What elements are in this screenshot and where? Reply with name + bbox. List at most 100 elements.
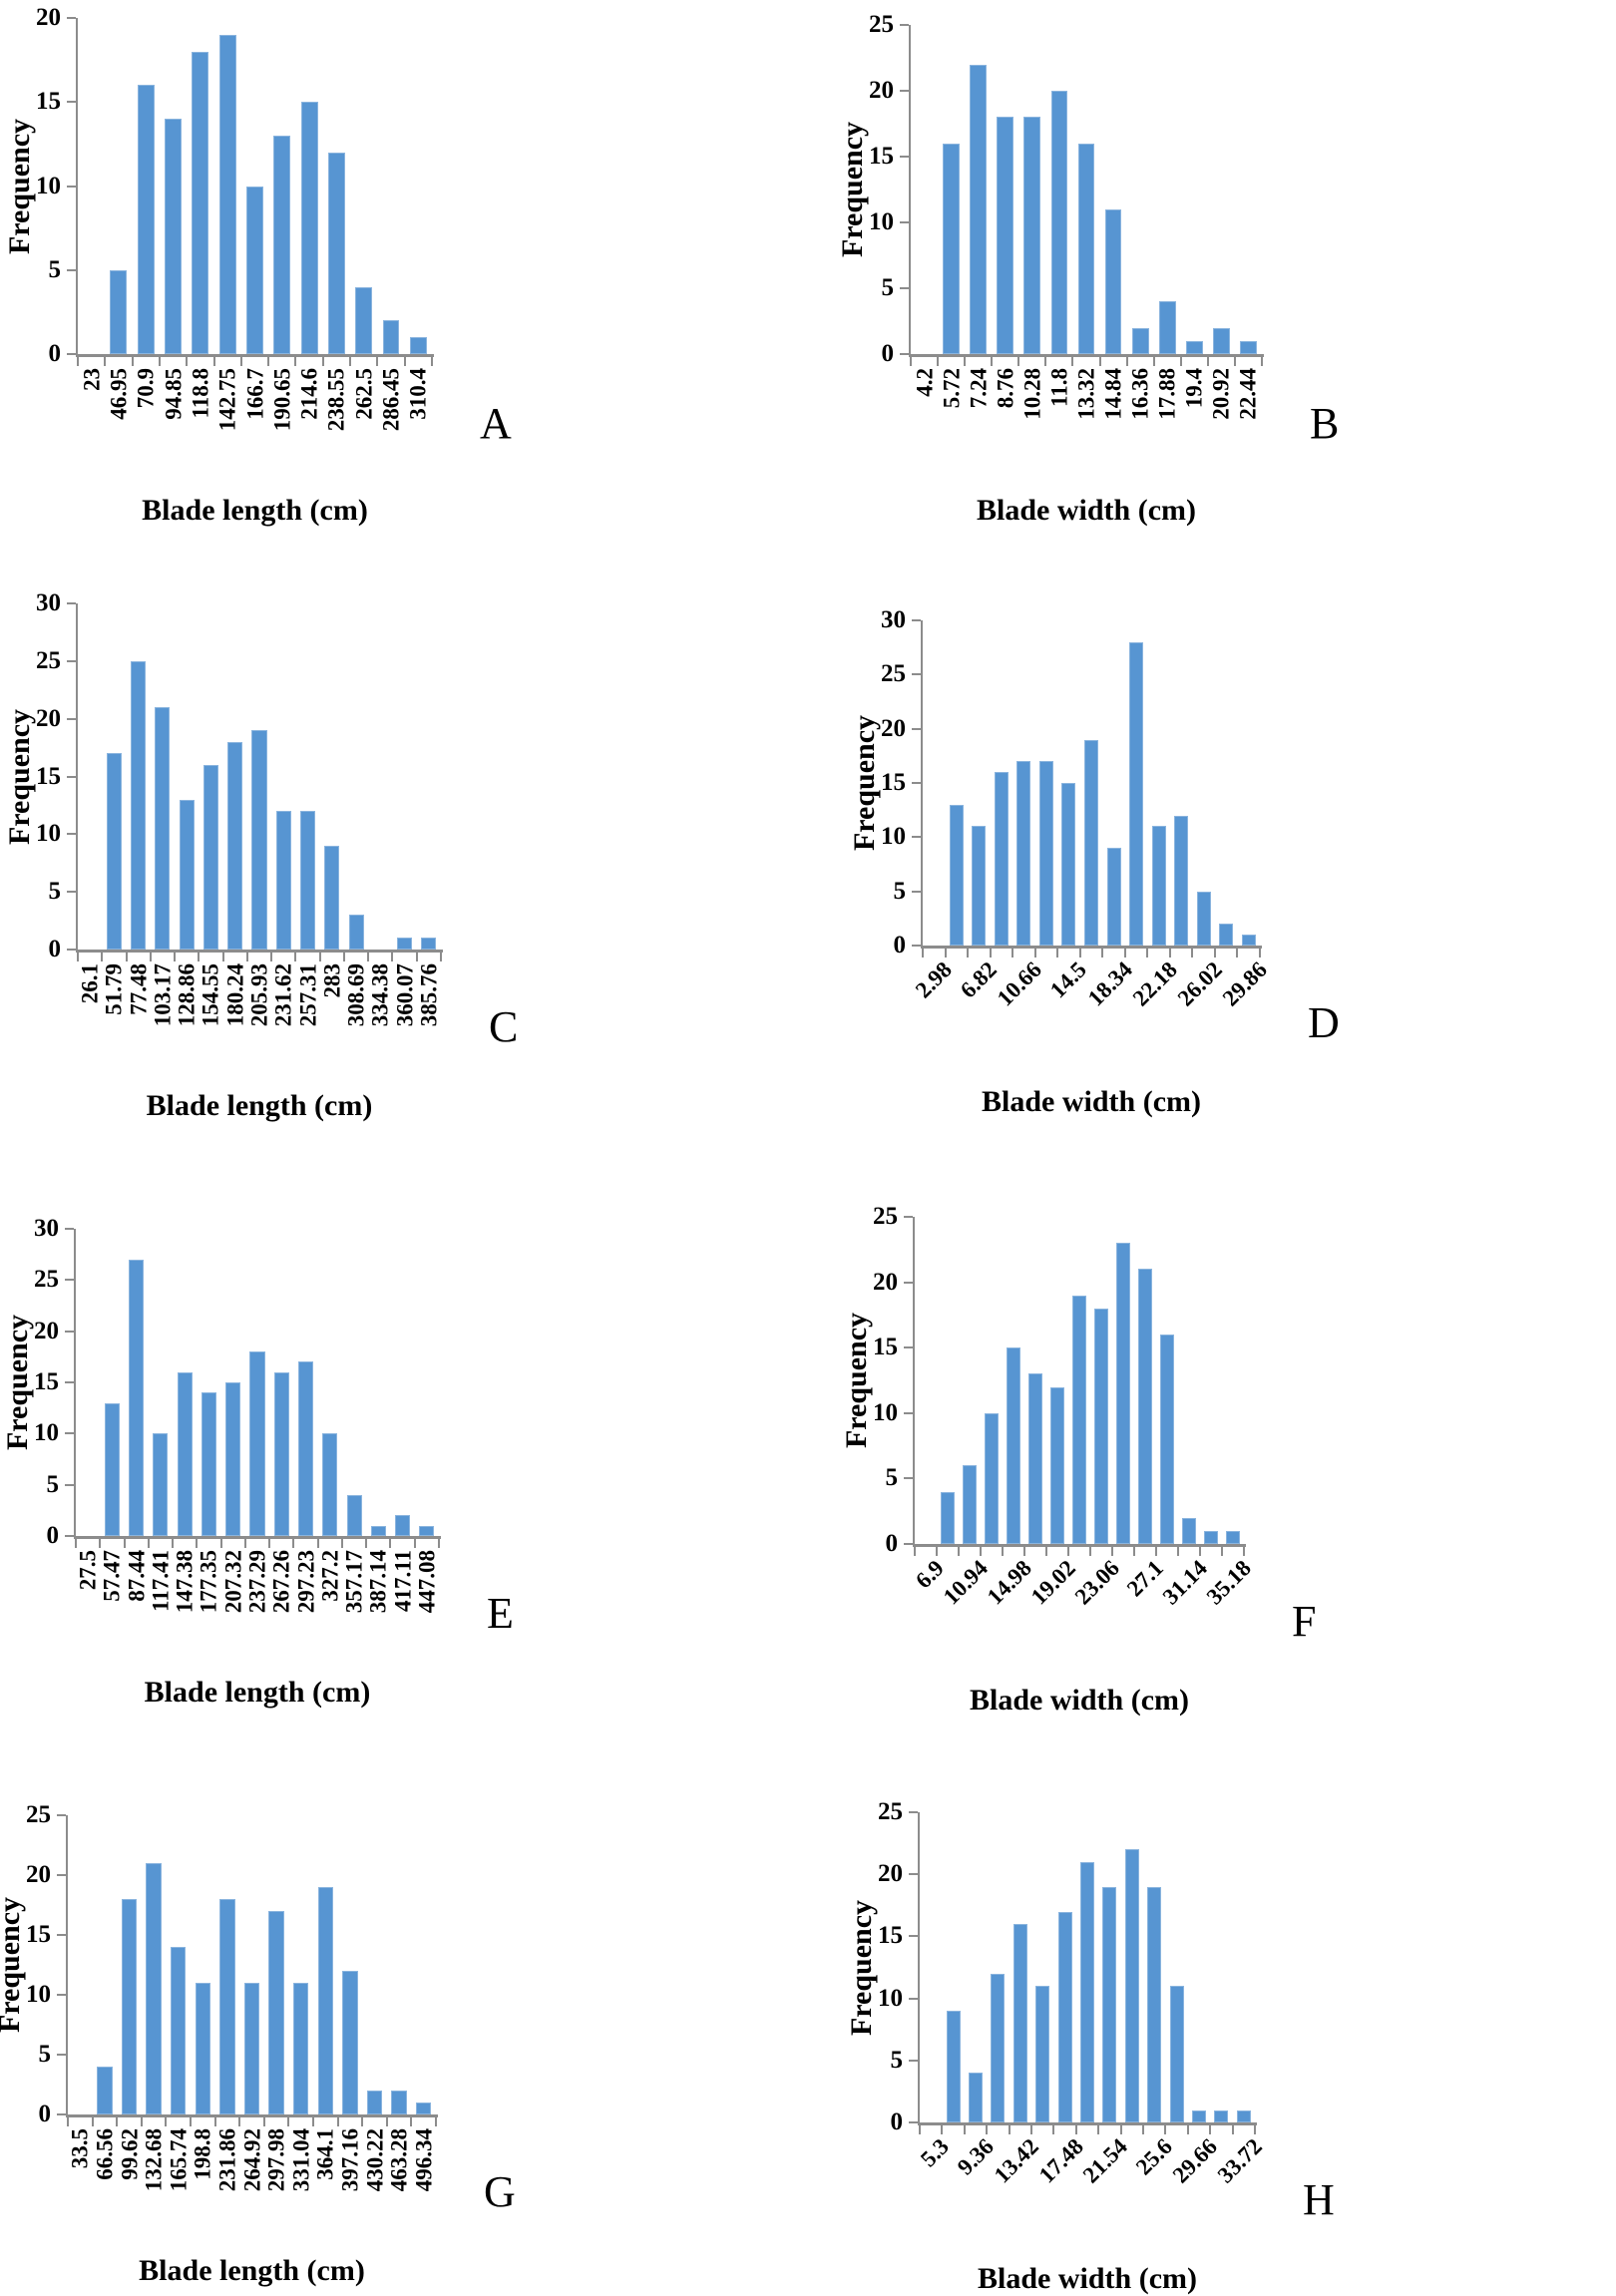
bar — [997, 117, 1014, 354]
x-tick-label: 297.23 — [293, 1550, 319, 1614]
x-tick-label: 27.5 — [75, 1550, 101, 1591]
x-tick — [1233, 357, 1236, 366]
x-tick-label: 297.98 — [263, 2128, 289, 2192]
x-tick — [221, 953, 224, 961]
bar — [273, 135, 291, 354]
x-tick-label: 21.54 — [1078, 2133, 1133, 2188]
x-tick — [1146, 949, 1149, 957]
x-tick — [1261, 357, 1263, 366]
bar — [1116, 1243, 1130, 1544]
x-tick-label: 207.32 — [220, 1550, 246, 1614]
bar — [195, 1983, 210, 2114]
x-tick — [941, 2125, 944, 2134]
x-tick — [361, 2117, 364, 2126]
x-tick — [212, 357, 215, 366]
x-tick-label: 357.17 — [341, 1550, 367, 1614]
y-tick — [909, 1997, 918, 2000]
x-axis-line — [913, 1544, 1246, 1547]
y-tick-label: 20 — [873, 1268, 898, 1296]
bar — [421, 938, 437, 950]
x-tick — [963, 2125, 966, 2134]
x-tick — [190, 2117, 192, 2126]
x-tick — [67, 2117, 69, 2126]
x-tick-label: 257.31 — [295, 963, 321, 1027]
x-tick-label: 10.66 — [993, 957, 1047, 1011]
x-tick-label: 77.48 — [126, 963, 152, 1015]
x-tick — [1078, 949, 1081, 957]
bar — [391, 2091, 407, 2114]
x-tick — [316, 1539, 319, 1548]
y-tick — [909, 1811, 918, 1813]
x-tick — [438, 1539, 440, 1548]
panel-letter: A — [480, 399, 512, 448]
x-tick-label: 5.72 — [939, 368, 965, 409]
bar — [1072, 1295, 1086, 1544]
x-tick — [1209, 2125, 1212, 2134]
x-tick-label: 46.95 — [106, 368, 132, 420]
panel-letter: H — [1303, 2175, 1335, 2224]
x-axis-title: Blade length (cm) — [142, 494, 368, 527]
bar — [1094, 1308, 1108, 1544]
y-tick — [67, 949, 76, 951]
y-tick — [900, 156, 909, 158]
y-tick-label: 5 — [46, 1470, 60, 1498]
x-tick-label: 57.47 — [99, 1550, 125, 1602]
bar — [1016, 761, 1031, 946]
y-tick-label: 5 — [893, 877, 907, 905]
x-tick-label: 387.14 — [365, 1550, 391, 1614]
x-tick — [1221, 1547, 1223, 1556]
x-tick-label: 5.3 — [916, 2133, 955, 2172]
bar — [395, 1515, 411, 1536]
panel-letter: B — [1310, 399, 1340, 448]
x-tick-label: 17.48 — [1033, 2133, 1088, 2188]
x-tick-label: 231.62 — [270, 963, 296, 1027]
bar — [1160, 1335, 1174, 1544]
x-tick — [349, 357, 352, 366]
bar — [1023, 117, 1041, 354]
x-tick — [1206, 357, 1209, 366]
x-tick — [158, 357, 161, 366]
y-axis-line — [66, 1815, 68, 2116]
bar — [165, 119, 183, 354]
y-tick — [67, 268, 76, 271]
bar — [397, 938, 413, 950]
x-tick — [1111, 1547, 1113, 1556]
x-tick — [958, 1547, 960, 1556]
x-tick-label: 286.45 — [378, 368, 404, 432]
y-tick — [909, 2121, 918, 2123]
bar — [949, 804, 964, 946]
y-axis-title-text: Frequency — [848, 714, 882, 852]
x-tick — [104, 357, 107, 366]
x-axis-line — [76, 950, 443, 953]
y-tick — [57, 1934, 66, 1936]
x-tick — [268, 1539, 271, 1548]
y-tick-label: 25 — [878, 1798, 903, 1825]
x-tick — [239, 357, 242, 366]
bar — [146, 1863, 162, 2114]
bar — [201, 1392, 216, 1536]
y-tick — [909, 1935, 918, 1938]
bar — [251, 730, 267, 950]
x-tick-label: 11.8 — [1046, 368, 1072, 407]
x-tick — [99, 1539, 102, 1548]
y-axis-title: Frequency — [842, 1812, 882, 2122]
x-tick — [1089, 1547, 1091, 1556]
x-tick — [914, 1547, 916, 1556]
x-tick-label: 308.69 — [343, 963, 369, 1027]
x-tick — [149, 953, 152, 961]
y-tick-label: 10 — [881, 823, 906, 851]
y-axis-title-text: Frequency — [1, 1314, 35, 1451]
x-axis-line — [76, 354, 434, 357]
y-tick — [67, 717, 76, 720]
y-tick — [65, 1432, 74, 1435]
bar — [300, 811, 316, 950]
bar — [1174, 815, 1189, 946]
x-tick-label: 237.29 — [244, 1550, 270, 1614]
x-tick — [147, 1539, 150, 1548]
x-axis-line — [921, 946, 1262, 949]
x-tick-label: 66.56 — [92, 2128, 118, 2180]
y-axis-title: Frequency — [845, 620, 885, 946]
y-axis-line — [921, 620, 923, 948]
y-tick — [57, 2113, 66, 2115]
bar — [293, 1983, 309, 2114]
